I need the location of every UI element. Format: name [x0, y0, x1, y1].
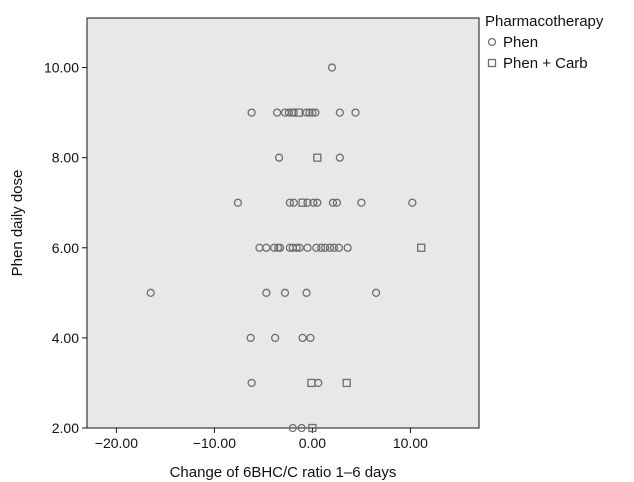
data-point — [334, 243, 344, 252]
data-point — [289, 108, 298, 117]
y-tick-label: 4.00 — [52, 330, 79, 346]
series-square — [294, 108, 426, 433]
data-point — [317, 243, 326, 252]
data-point — [284, 108, 294, 117]
data-point — [351, 108, 360, 117]
data-point — [371, 288, 381, 297]
data-point — [247, 108, 256, 117]
legend-marker-circle — [487, 37, 497, 47]
series-circle — [146, 63, 417, 433]
x-axis: −20.00 −10.00 0.00 10.00 — [95, 428, 428, 451]
legend-label: Phen + Carb — [503, 55, 588, 72]
data-point — [320, 243, 330, 252]
x-axis-title: Change of 6BHC/C ratio 1–6 days — [170, 464, 397, 481]
plot-background — [86, 17, 480, 429]
data-point — [247, 378, 256, 388]
data-point — [294, 108, 303, 117]
data-point — [298, 333, 307, 343]
x-tick-label: −10.00 — [193, 435, 236, 451]
data-point — [262, 243, 271, 252]
data-point — [306, 333, 315, 343]
y-axis-title: Phen daily dose — [9, 170, 26, 277]
data-point — [325, 243, 335, 252]
data-point — [270, 243, 279, 252]
data-point — [280, 288, 290, 297]
data-point — [311, 108, 320, 117]
data-point — [307, 378, 316, 388]
data-point — [335, 153, 344, 162]
data-point — [408, 198, 417, 207]
data-point — [295, 243, 304, 252]
data-point — [309, 198, 318, 207]
data-point — [292, 243, 301, 252]
data-point — [313, 153, 322, 162]
data-point — [335, 108, 344, 117]
x-tick-label: 0.00 — [299, 435, 326, 451]
data-point — [357, 198, 366, 207]
data-point — [274, 153, 284, 162]
data-points — [146, 63, 426, 433]
data-point — [262, 288, 271, 297]
data-point — [289, 198, 298, 207]
data-point — [313, 198, 322, 207]
legend-title: Pharmacotherapy — [485, 13, 604, 30]
data-point — [246, 333, 255, 343]
data-point — [272, 108, 282, 117]
data-point — [271, 333, 280, 343]
plot-area — [86, 17, 480, 429]
y-tick-label: 6.00 — [52, 240, 79, 256]
x-tick-label: 10.00 — [393, 435, 428, 451]
legend-items: Phen Phen + Carb — [487, 34, 588, 72]
y-tick-label: 2.00 — [52, 420, 79, 436]
x-tick-label: −20.00 — [95, 435, 138, 451]
data-point — [302, 288, 311, 297]
data-point — [285, 198, 295, 207]
y-tick-label: 8.00 — [52, 150, 79, 166]
data-point — [343, 243, 352, 252]
data-point — [302, 108, 311, 117]
y-axis: 2.00 4.00 6.00 8.00 10.00 — [44, 60, 87, 436]
data-point — [305, 108, 314, 117]
data-point — [308, 108, 317, 117]
legend-marker-square — [487, 58, 497, 68]
data-point — [332, 198, 342, 207]
data-point — [303, 243, 312, 252]
data-point — [303, 198, 312, 207]
data-point — [233, 198, 243, 207]
data-point — [327, 63, 337, 72]
data-point — [275, 243, 285, 252]
legend: Pharmacotherapy Phen Phen + Carb — [485, 13, 604, 72]
data-point — [146, 288, 155, 297]
data-point — [288, 423, 297, 433]
data-point — [298, 198, 307, 207]
legend-label: Phen — [503, 34, 538, 51]
data-point — [417, 243, 426, 252]
y-tick-label: 10.00 — [44, 60, 79, 76]
data-point — [342, 378, 351, 388]
data-point — [329, 243, 339, 252]
data-point — [308, 423, 317, 433]
data-point — [297, 423, 306, 433]
data-point — [328, 198, 338, 207]
data-point — [312, 243, 321, 252]
